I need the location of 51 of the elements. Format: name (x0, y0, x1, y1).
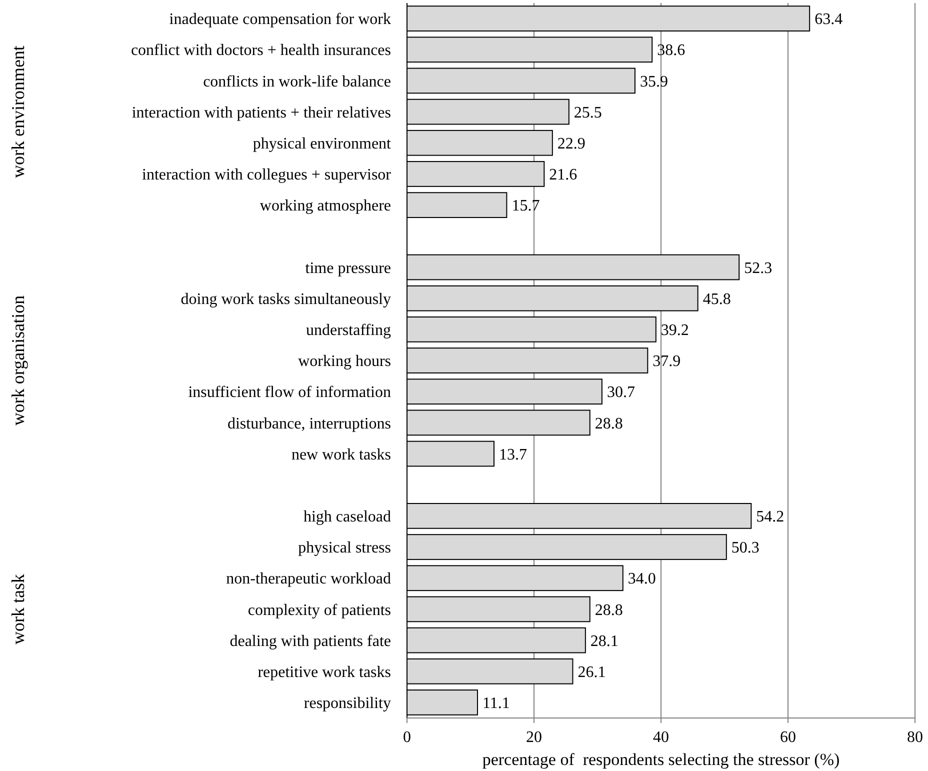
data-label: 45.8 (702, 290, 731, 308)
y-tick-label: working hours (298, 353, 391, 370)
y-tick-label: time pressure (305, 260, 391, 277)
y-tick-label: physical stress (298, 540, 391, 557)
data-label: 21.6 (549, 166, 578, 184)
data-label: 28.8 (594, 602, 623, 619)
data-label: 54.2 (756, 508, 784, 526)
data-label: 25.5 (574, 104, 602, 122)
data-label: 22.9 (557, 135, 586, 152)
y-tick-label: conflicts in work-life balance (203, 73, 391, 90)
x-axis-title: percentage of respondents selecting the stressor (%) (482, 750, 840, 769)
text: work environment (8, 46, 28, 178)
y-tick-label: working atmosphere (260, 198, 391, 215)
y-tick-label: repetitive work tasks (258, 664, 391, 681)
data-label: 39.2 (660, 322, 689, 340)
y-tick-label: disturbance, interruptions (227, 415, 391, 432)
y-tick-label: doing work tasks simultaneously (180, 290, 391, 308)
data-label: 15.7 (512, 198, 540, 215)
y-tick-label: complexity of patients (248, 602, 391, 619)
data-label: 52.3 (744, 260, 772, 277)
y-tick-label: insufficient flow of information (188, 384, 391, 402)
y-tick-label: interaction with collegues + supervisor (142, 166, 392, 184)
data-label: 30.7 (606, 384, 635, 402)
y-tick-label: responsibility (304, 695, 391, 712)
y-tick-label: new work tasks (291, 446, 391, 464)
data-label: 28.8 (594, 415, 623, 432)
x-tick-label: 20 (526, 729, 542, 746)
text: work task (8, 574, 28, 644)
y-tick-label: interaction with patients + their relatives (132, 104, 391, 122)
y-tick-label: conflict with doctors + health insurances (130, 42, 391, 60)
y-tick-label: high caseload (303, 508, 391, 526)
x-tick-label: 0 (403, 729, 411, 746)
data-label: 28.1 (590, 632, 618, 650)
data-label: 26.1 (578, 664, 606, 681)
y-tick-label: understaffing (306, 322, 391, 340)
data-label: 13.7 (498, 446, 527, 464)
data-label: 11.1 (482, 695, 510, 712)
y-tick-label: non-therapeutic workload (226, 570, 391, 588)
data-label: 50.3 (731, 540, 760, 557)
x-tick-label: 40 (653, 729, 669, 746)
data-label: 37.9 (652, 353, 681, 370)
data-label: 63.4 (814, 11, 843, 28)
data-label: 35.9 (640, 73, 668, 90)
y-tick-label: inadequate compensation for work (169, 11, 391, 28)
x-tick-label: 60 (780, 729, 796, 746)
data-label: 34.0 (628, 570, 656, 588)
text: work organisation (8, 295, 28, 426)
data-label: 38.6 (657, 42, 686, 60)
y-tick-label: dealing with patients fate (230, 632, 391, 650)
x-tick-label: 80 (907, 729, 923, 746)
y-tick-label: physical environment (252, 135, 392, 152)
